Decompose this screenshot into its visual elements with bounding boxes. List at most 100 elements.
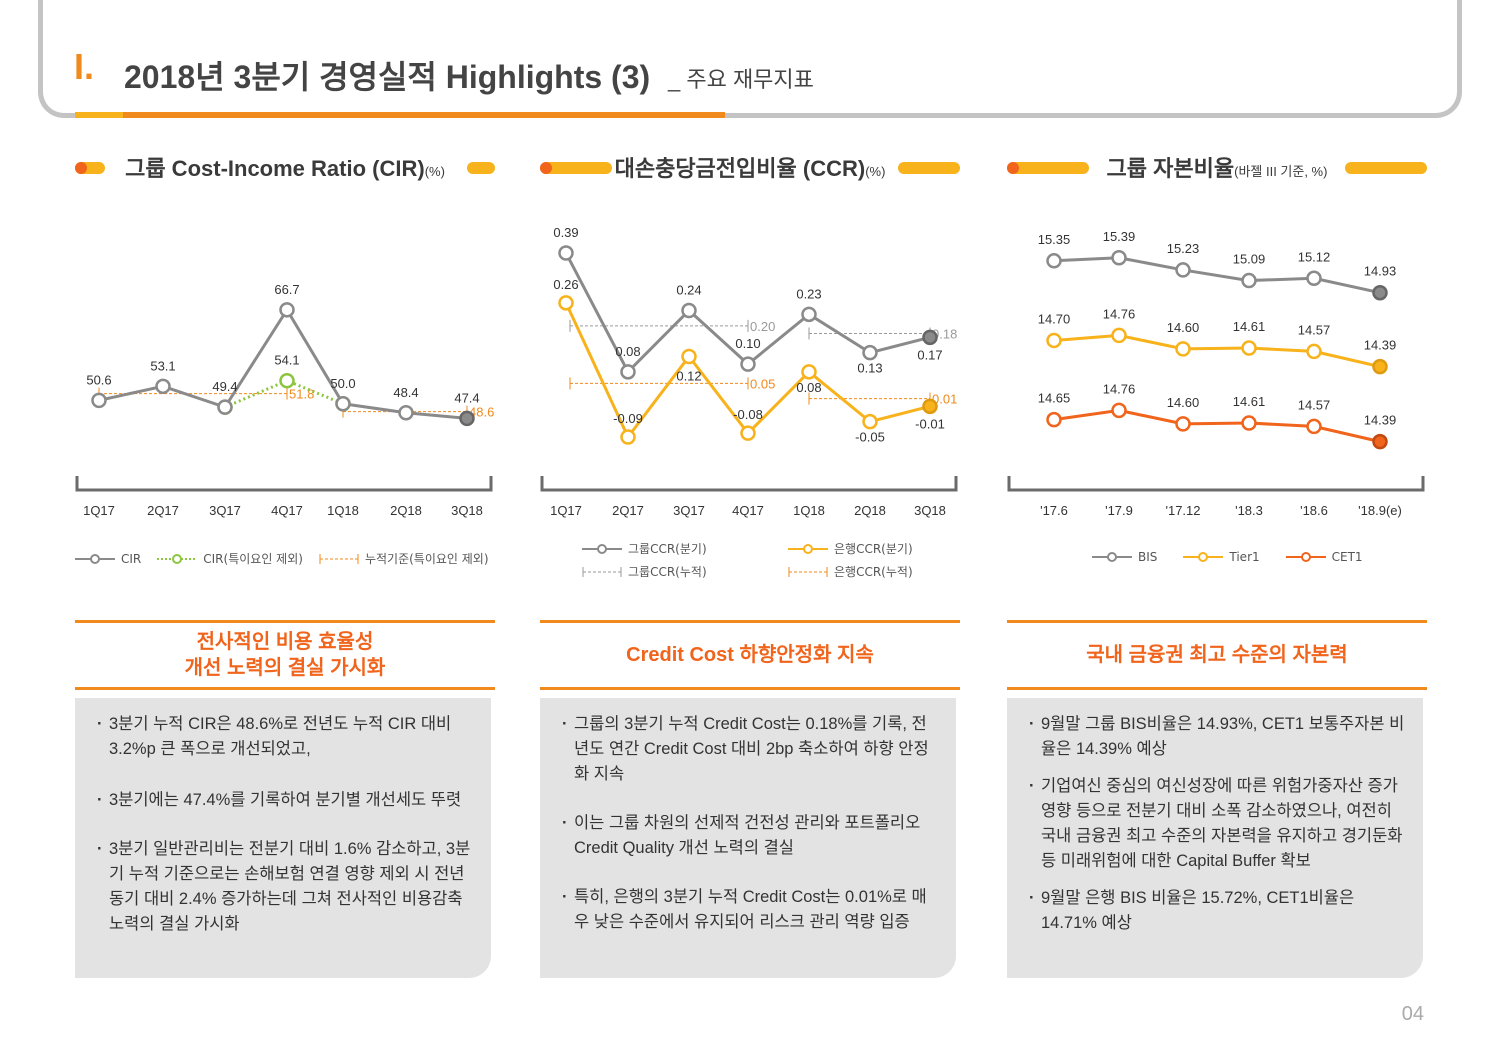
ccr-x-axis: 1Q17 2Q17 3Q17 4Q17 1Q18 2Q18 3Q18 <box>540 476 958 518</box>
data-label: 50.0 <box>330 376 355 391</box>
data-label: 0.23 <box>796 286 821 301</box>
panel-cir: 그룹 Cost-Income Ratio (CIR)(%) <box>75 150 495 184</box>
capital-series-0 <box>1046 250 1388 301</box>
legend-ccr-bank-cum: 은행CCR(누적) <box>788 563 913 580</box>
reference-label: 0.20 <box>750 319 775 334</box>
data-point <box>1046 253 1062 269</box>
data-label: 66.7 <box>274 282 299 297</box>
title-pill-right <box>467 162 495 174</box>
data-point <box>279 302 295 318</box>
title-pill-right <box>1345 162 1427 174</box>
x-tick-label: 3Q17 <box>673 503 705 518</box>
panel-ccr: 대손충당금전입비율 (CCR)(%) <box>540 150 960 184</box>
x-tick-label: '18.9(e) <box>1358 503 1402 518</box>
title-pill-left <box>1007 162 1089 174</box>
x-tick-label: 2Q18 <box>390 503 422 518</box>
header-underline <box>75 112 725 118</box>
chart-title: 그룹 자본비율(바젤 III 기준, %) <box>1106 156 1328 181</box>
data-label: 0.26 <box>553 277 578 292</box>
textbox-ccr: 그룹의 3분기 누적 Credit Cost는 0.18%를 기록, 전년도 연… <box>540 698 956 978</box>
data-label: 14.65 <box>1038 391 1071 406</box>
cir-series <box>91 302 475 427</box>
x-axis-line <box>1007 476 1425 492</box>
data-label: 14.76 <box>1103 381 1136 396</box>
data-label: 15.23 <box>1167 241 1200 256</box>
reference-label: 48.6 <box>469 405 494 420</box>
chart-title: 대손충당금전입비율 (CCR)(%) <box>614 156 886 181</box>
bullet-item: 그룹의 3분기 누적 Credit Cost는 0.18%를 기록, 전년도 연… <box>562 712 938 787</box>
data-point <box>459 410 475 427</box>
panel-title-bar: 그룹 자본비율(바젤 III 기준, %) <box>1007 150 1427 184</box>
data-label: 0.17 <box>917 347 942 362</box>
data-point <box>155 378 171 395</box>
data-point <box>1175 416 1191 432</box>
legend-label: 그룹CCR(누적) <box>628 565 707 579</box>
legend-ref-icon <box>319 553 359 564</box>
capital-chart: '17.6 '17.9 '17.12 '18.3 '18.6 '18.9(e) 15.35 1… <box>1007 229 1425 518</box>
data-point <box>1111 327 1127 344</box>
data-label: 15.35 <box>1038 232 1071 247</box>
legend-line-icon <box>1092 552 1132 562</box>
data-point <box>862 344 878 361</box>
legend-label: CIR(특이요인 제외) <box>203 552 303 566</box>
panel-capital: 그룹 자본비율(바젤 III 기준, %) <box>1007 150 1427 184</box>
legend-label: 그룹CCR(분기) <box>628 542 707 556</box>
title-pill-left <box>75 162 105 174</box>
data-point <box>801 364 817 380</box>
ccr-chart: 1Q17 2Q17 3Q17 4Q17 1Q18 2Q18 3Q18 0.20 0.18 0.05… <box>540 225 958 518</box>
data-point <box>335 396 351 412</box>
bullet-item: 특히, 은행의 3분기 누적 Credit Cost는 0.01%로 매우 낮은… <box>562 885 938 935</box>
x-tick-label: '17.9 <box>1105 503 1133 518</box>
data-label: 48.4 <box>393 385 418 400</box>
chart-title: 그룹 Cost-Income Ratio (CIR)(%) <box>125 156 445 181</box>
data-point <box>922 398 938 415</box>
legend-line-icon <box>582 543 622 554</box>
bullet-item: 기업여신 중심의 여신성장에 따른 위험가중자산 증가 영향 등으로 전분기 대… <box>1029 774 1405 874</box>
legend-label: 은행CCR(누적) <box>834 565 913 579</box>
data-point <box>862 413 878 430</box>
data-point <box>398 405 414 421</box>
page-subtitle: _ 주요 재무지표 <box>668 67 814 92</box>
x-tick-label: 1Q17 <box>83 503 115 518</box>
legend-label: CET1 <box>1331 550 1363 564</box>
capital-x-axis: '17.6 '17.9 '17.12 '18.3 '18.6 '18.9(e) <box>1007 476 1425 518</box>
textbox-capital: 9월말 그룹 BIS비율은 14.93%, CET1 보통주자본 비율은 14.… <box>1007 698 1423 978</box>
data-label: 53.1 <box>150 358 175 373</box>
bullet-item: 9월말 그룹 BIS비율은 14.93%, CET1 보통주자본 비율은 14.… <box>1029 712 1405 762</box>
data-label: 15.39 <box>1103 229 1136 244</box>
data-point <box>740 356 756 372</box>
data-point <box>1241 272 1257 289</box>
legend-cir: CIR CIR(특이요인 제외) 누적기준(특이요인 제외) <box>75 550 489 567</box>
data-label: 14.60 <box>1167 320 1200 335</box>
capital-series-1 <box>1046 327 1388 375</box>
subhead-capital: 국내 금융권 최고 수준의 자본력 <box>1007 620 1427 690</box>
data-point <box>740 425 756 441</box>
data-label: 0.10 <box>735 336 760 351</box>
legend-ccr-bank: 은행CCR(분기) <box>788 540 913 557</box>
x-tick-label: '18.6 <box>1300 503 1328 518</box>
reference-label: 0.01 <box>932 392 957 407</box>
bullet-item: 이는 그룹 차원의 선제적 건전성 관리와 포트폴리오 Credit Quali… <box>562 811 938 861</box>
x-tick-label: 3Q18 <box>914 503 946 518</box>
x-tick-label: 1Q17 <box>550 503 582 518</box>
data-point <box>801 306 817 323</box>
legend-ccr-group-cum: 그룹CCR(누적) <box>582 563 707 580</box>
textbox-cir: 3분기 누적 CIR은 48.6%로 전년도 누적 CIR 대비 3.2%p 큰… <box>75 698 491 978</box>
bullet-item: 3분기에는 47.4%를 기록하여 분기별 개선세도 뚜렷 <box>97 788 473 813</box>
x-tick-label: 2Q18 <box>854 503 886 518</box>
data-point <box>1046 332 1062 349</box>
data-point <box>279 372 295 389</box>
legend-line-icon <box>157 553 198 564</box>
data-point <box>558 295 574 311</box>
ccr-bank-cum-ref-1: 0.05 <box>569 376 775 391</box>
legend-line-icon <box>1285 552 1326 562</box>
data-label: 15.09 <box>1233 252 1266 267</box>
data-label: 14.61 <box>1233 319 1266 334</box>
data-point <box>1372 358 1388 375</box>
data-label: 14.39 <box>1364 338 1397 353</box>
series-line <box>1053 408 1381 444</box>
legend-label: 누적기준(특이요인 제외) <box>364 552 489 566</box>
data-label: 0.13 <box>857 361 882 376</box>
data-point <box>1175 341 1191 357</box>
legend-line-icon <box>75 553 115 564</box>
